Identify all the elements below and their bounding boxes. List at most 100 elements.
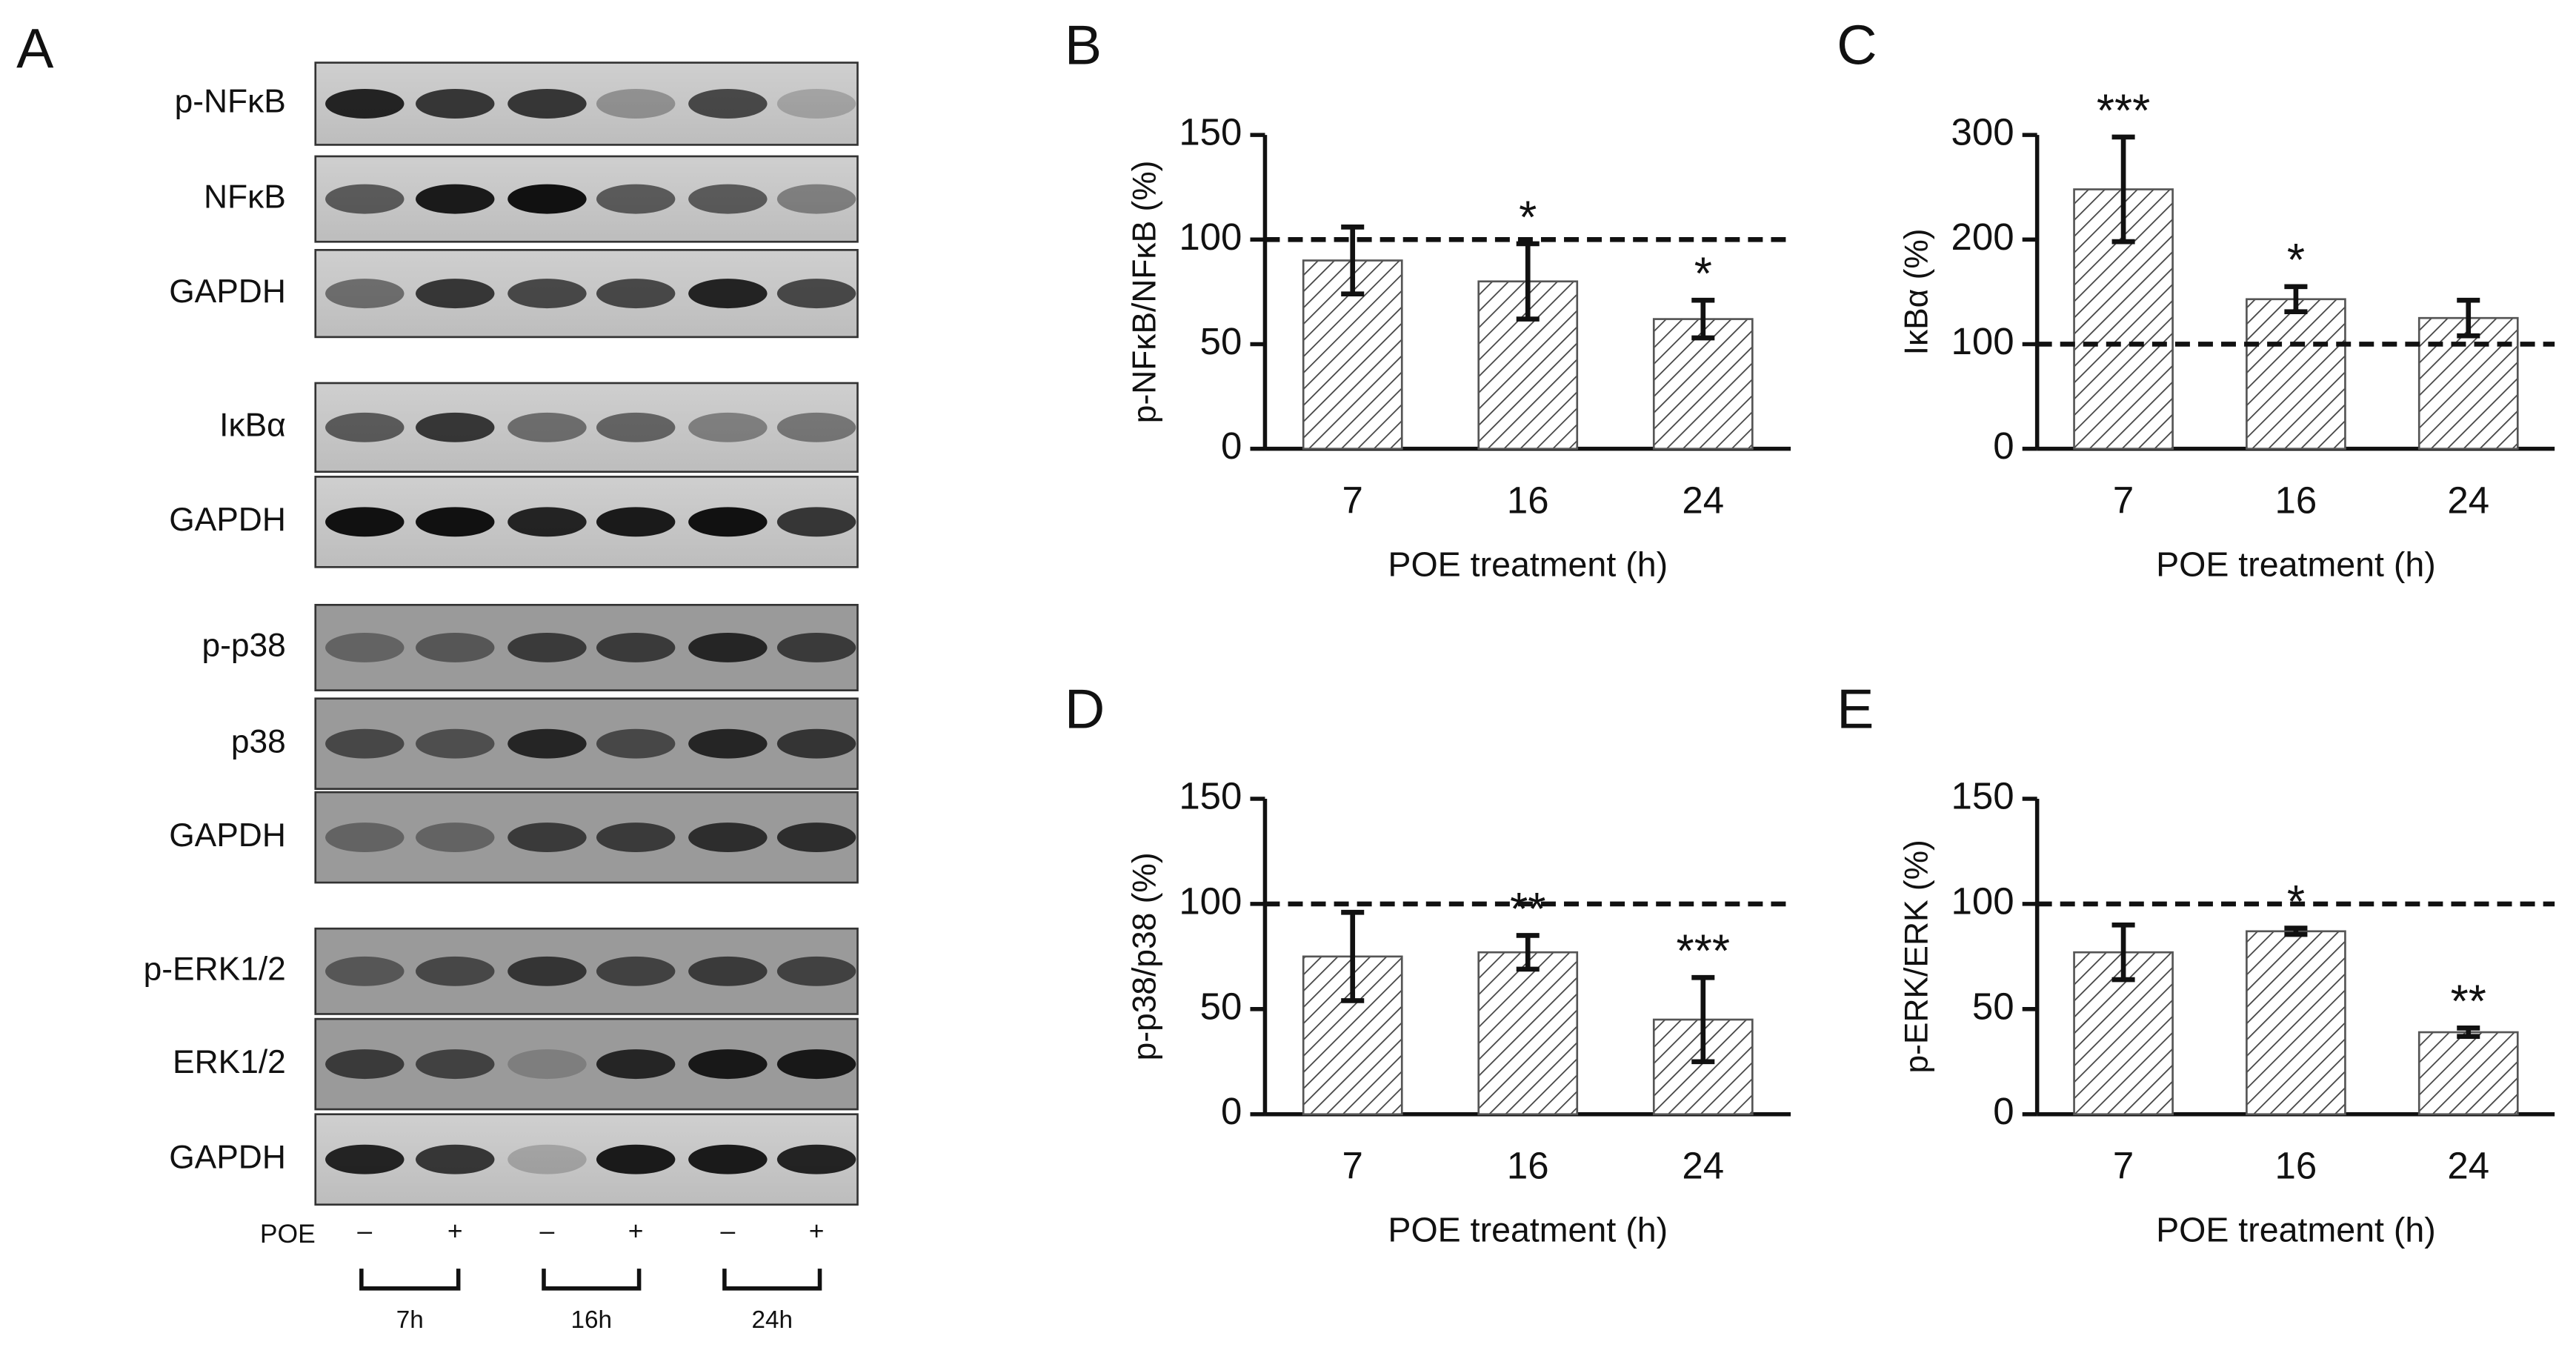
y-axis-label: IκBα (%) (1899, 228, 1935, 355)
blot-band (596, 728, 676, 759)
lane-sign: + (447, 1216, 463, 1246)
blot-band (416, 507, 495, 537)
time-label: 7h (396, 1306, 424, 1334)
blot-band (596, 1049, 676, 1080)
bar (1652, 318, 1754, 450)
blot-band (596, 1144, 676, 1174)
blot-band (596, 956, 676, 986)
error-bar (2457, 1026, 2480, 1040)
blot-band (688, 1049, 768, 1080)
bar (1477, 951, 1579, 1116)
bar (2246, 930, 2346, 1116)
blot-band (688, 279, 768, 309)
y-axis-label: p-p38/p38 (%) (1127, 852, 1163, 1060)
lane-sign: + (628, 1216, 644, 1246)
x-tick-label: 24 (2447, 1144, 2489, 1186)
error-bar (1341, 225, 1365, 297)
blot-band (416, 956, 495, 986)
blot-band (776, 1049, 856, 1080)
blot-band (596, 279, 676, 309)
y-tick-label: 200 (1951, 216, 2014, 258)
error-bar (1691, 297, 1715, 341)
blot-band (325, 279, 405, 309)
blot-label: GAPDH (169, 817, 286, 854)
blot-band (776, 507, 856, 537)
x-axis-label: POE treatment (h) (1388, 545, 1668, 584)
blot-band (507, 279, 587, 309)
significance-mark: *** (2097, 85, 2150, 136)
y-tick-label: 50 (1200, 985, 1242, 1027)
blot-band (688, 412, 768, 442)
blot-band (776, 1144, 856, 1174)
x-tick-label: 24 (1682, 479, 1724, 521)
blot-band (416, 633, 495, 662)
x-tick-label: 7 (2113, 1144, 2134, 1186)
y-tick-label: 50 (1972, 985, 2014, 1027)
blot-band (416, 89, 495, 119)
y-tick-label: 150 (1179, 774, 1242, 817)
error-bar (1516, 933, 1540, 972)
error-bar (1691, 974, 1715, 1065)
blot-band (325, 507, 405, 537)
blot-band (507, 822, 587, 853)
blot-band (416, 822, 495, 853)
y-tick-label: 300 (1951, 111, 2014, 153)
blot-band (776, 279, 856, 309)
error-bar (1516, 241, 1540, 322)
x-tick-label: 7 (1342, 479, 1363, 521)
panel-letter: D (1065, 678, 1105, 740)
x-tick-label: 24 (1682, 1144, 1724, 1186)
blot-label: p-p38 (202, 628, 285, 664)
blot-label: ERK1/2 (173, 1044, 286, 1080)
lane-sign: – (357, 1216, 372, 1246)
blot-band (507, 728, 587, 759)
blot-band (416, 412, 495, 442)
bar (2417, 316, 2519, 450)
y-tick-label: 0 (1221, 1090, 1242, 1132)
x-tick-label: 7 (2113, 479, 2134, 521)
error-bar (2457, 297, 2480, 339)
y-tick-label: 100 (1179, 216, 1242, 258)
panel-letter: A (16, 17, 54, 79)
x-axis-label: POE treatment (h) (1388, 1211, 1668, 1249)
y-axis-label: p-ERK/ERK (%) (1899, 840, 1935, 1073)
blot-band (325, 822, 405, 853)
error-bar (1341, 909, 1365, 1003)
y-tick-label: 0 (1993, 1090, 2014, 1132)
significance-mark: * (2287, 235, 2305, 286)
blot-band (596, 507, 676, 537)
error-bar (2284, 925, 2308, 937)
blot-band (325, 1049, 405, 1080)
blot-band (776, 412, 856, 442)
panel-letter: E (1837, 678, 1874, 740)
significance-mark: *** (1677, 926, 1730, 977)
x-tick-label: 16 (1507, 479, 1549, 521)
blot-band (507, 956, 587, 986)
time-bracket (722, 1269, 822, 1291)
blot-band (325, 633, 405, 662)
blot-band (416, 279, 495, 309)
blot-band (507, 507, 587, 537)
x-tick-label: 7 (1342, 1144, 1363, 1186)
significance-mark: ** (1510, 884, 1545, 935)
error-bar (2111, 134, 2135, 245)
bar (2246, 298, 2346, 450)
x-tick-label: 16 (2275, 1144, 2317, 1186)
time-bracket (359, 1269, 461, 1291)
blot-label: p-NFκB (175, 84, 286, 120)
y-tick-label: 150 (1179, 111, 1242, 153)
panel-letter: B (1065, 14, 1102, 76)
blot-band (776, 728, 856, 759)
significance-mark: * (1519, 192, 1537, 243)
blot-band (416, 1049, 495, 1080)
blot-band (325, 89, 405, 119)
x-axis-label: POE treatment (h) (2156, 545, 2436, 584)
blot-band (688, 184, 768, 214)
lane-sign: + (809, 1216, 825, 1246)
x-tick-label: 16 (2275, 479, 2317, 521)
blot-band (596, 89, 676, 119)
y-tick-label: 100 (1179, 880, 1242, 922)
time-label: 24h (751, 1306, 792, 1334)
